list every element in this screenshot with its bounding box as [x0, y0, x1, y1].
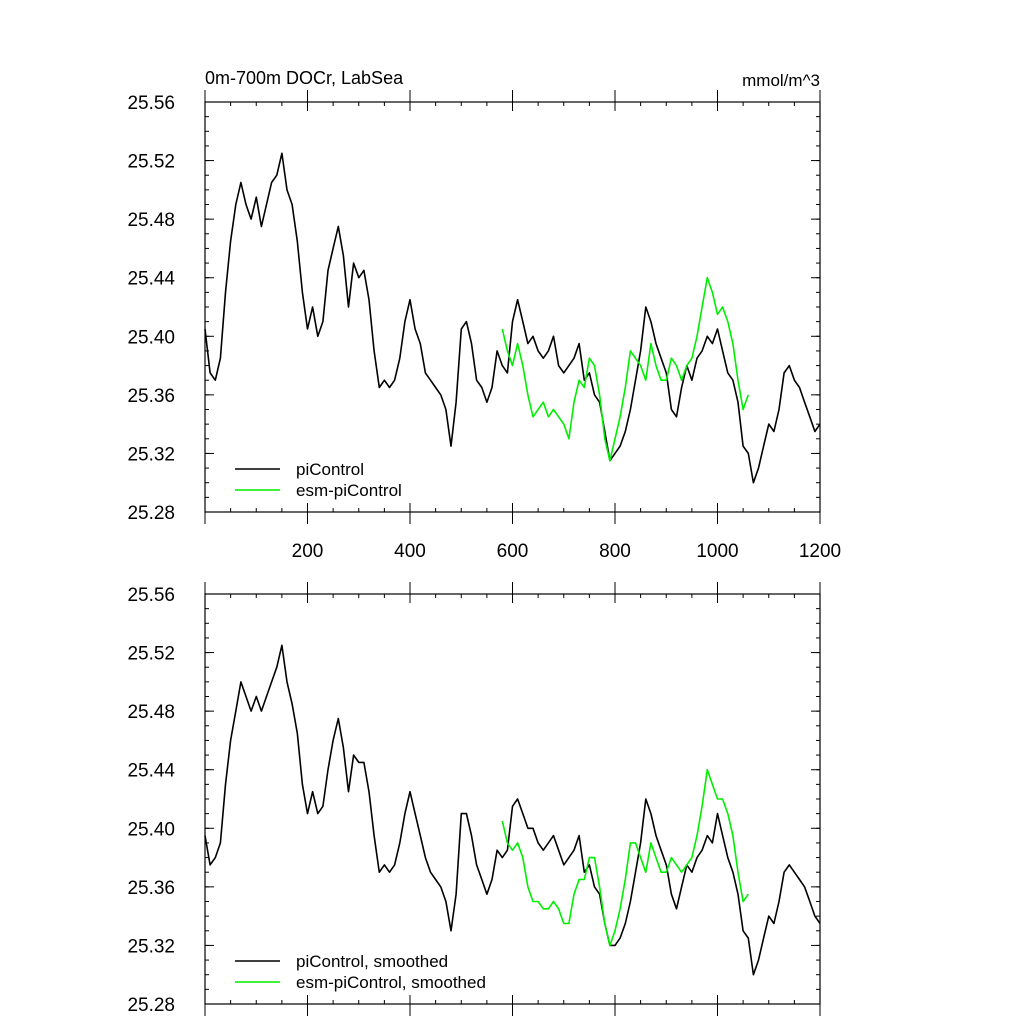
top-plot-frame	[204, 101, 821, 513]
x-tick-label: 600	[497, 541, 529, 562]
units-label: mmol/m^3	[742, 71, 820, 90]
legend-label-piControl-smoothed: piControl, smoothed	[296, 952, 448, 971]
bottom-panel: 25.28 25.32 25.36 25.40 25.44 25.48 25.52 25.56…	[127, 582, 821, 1016]
y-tick-label: 25.48	[127, 210, 175, 231]
x-tick-label: 200	[292, 541, 324, 562]
y-tick-label: 25.32	[127, 936, 175, 957]
bottom-minor-ticks	[204, 582, 821, 1016]
y-tick-label: 25.52	[127, 152, 175, 173]
series-line-picontrol-smoothed	[204, 644, 821, 976]
top-legend: piControl esm-piControl	[235, 460, 402, 500]
top-panel: 0m-700m DOCr, LabSea mmol/m^3 25.28 25.32…	[127, 68, 841, 562]
legend-label-esm-piControl: esm-piControl	[296, 481, 402, 500]
x-tick-label: 1200	[799, 541, 841, 562]
y-tick-label: 25.32	[127, 444, 175, 465]
bottom-plot-frame	[204, 593, 821, 1005]
y-tick-label: 25.48	[127, 702, 175, 723]
bottom-legend: piControl, smoothed esm-piControl, smoot…	[235, 952, 486, 992]
y-tick-label: 25.36	[127, 878, 175, 899]
y-tick-label: 25.28	[127, 503, 175, 524]
top-series-group	[204, 152, 821, 484]
y-tick-label: 25.40	[127, 819, 175, 840]
top-minor-ticks	[204, 90, 821, 524]
bottom-y-axis: 25.28 25.32 25.36 25.40 25.44 25.48 25.52 25.56	[127, 585, 820, 1016]
series-line-esm-picontrol	[501, 276, 750, 462]
series-line-picontrol	[204, 152, 821, 484]
chart-title: 0m-700m DOCr, LabSea	[205, 68, 404, 88]
x-tick-label: 800	[599, 541, 631, 562]
bottom-series-group	[204, 644, 821, 976]
y-tick-label: 25.40	[127, 327, 175, 348]
y-tick-label: 25.36	[127, 386, 175, 407]
legend-label-piControl: piControl	[296, 460, 364, 479]
top-y-axis: 25.28 25.32 25.36 25.40 25.44 25.48 25.52 25.56	[127, 93, 820, 524]
x-tick-label: 1000	[696, 541, 738, 562]
y-tick-label: 25.44	[127, 761, 175, 782]
y-tick-label: 25.56	[127, 585, 175, 606]
y-tick-label: 25.28	[127, 995, 175, 1016]
y-tick-label: 25.44	[127, 269, 175, 290]
x-tick-label: 400	[394, 541, 426, 562]
y-tick-label: 25.52	[127, 644, 175, 665]
legend-label-esm-piControl-smoothed: esm-piControl, smoothed	[296, 973, 486, 992]
series-line-esm-picontrol-smoothed	[501, 768, 749, 947]
top-x-axis: 200 400 600 800 1000 1200	[292, 541, 841, 562]
y-tick-label: 25.56	[127, 93, 175, 114]
